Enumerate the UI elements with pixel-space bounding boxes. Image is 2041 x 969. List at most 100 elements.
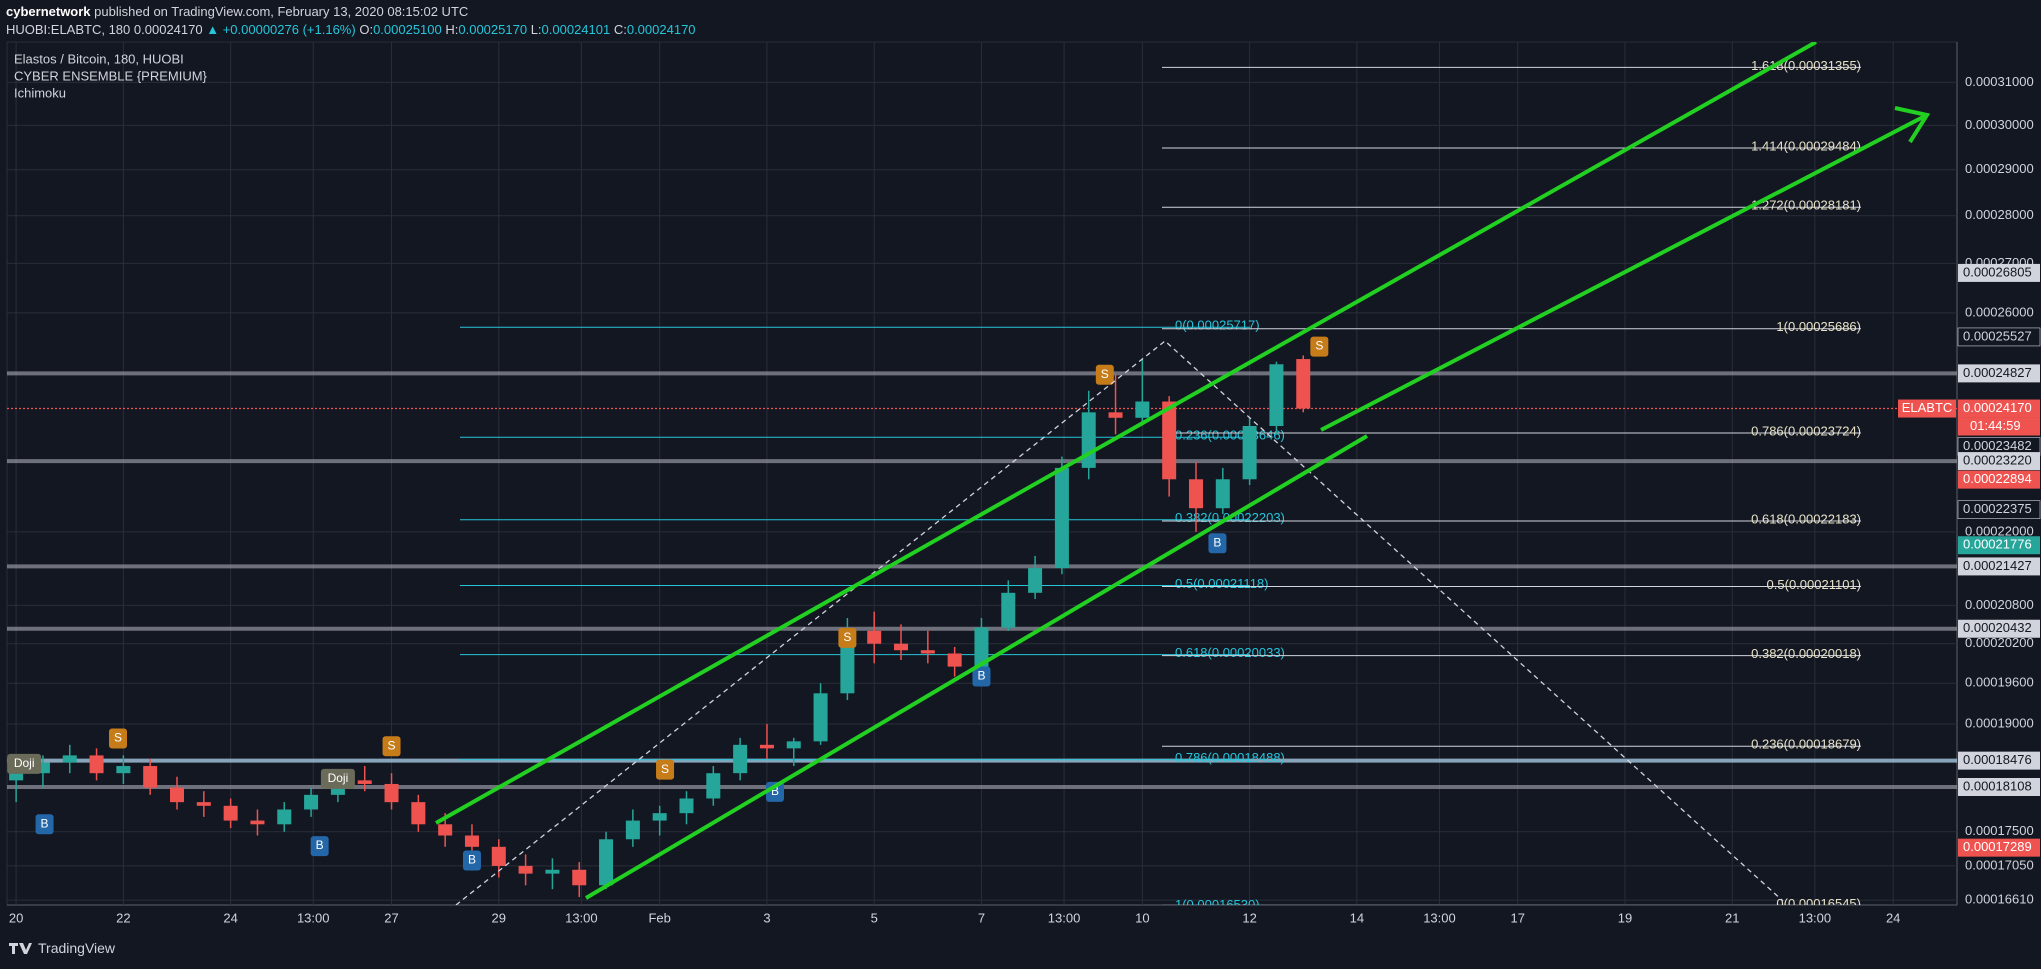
- candle-body: [1135, 401, 1150, 418]
- signal-badge: [382, 736, 401, 757]
- signal-label: S: [388, 738, 396, 752]
- ohlc-key: L:: [530, 22, 542, 37]
- price-badge: [1958, 364, 2040, 383]
- published: published on TradingView.com, February 1…: [94, 4, 469, 19]
- fib-label: 0.382(0.00020018): [1751, 646, 1861, 661]
- candle-body: [759, 744, 774, 749]
- y-tick-label: 0.00016610: [1965, 892, 2034, 907]
- signal-label: S: [1315, 339, 1323, 353]
- fib-label: 1(0.00025686): [1776, 319, 1861, 334]
- signal-label: S: [1101, 367, 1109, 381]
- candle-body: [62, 755, 77, 763]
- arrow-head: [1894, 106, 1931, 144]
- symbol-tag-label: ELABTC: [1902, 400, 1953, 415]
- x-tick-label: 14: [1350, 910, 1364, 925]
- candle-body: [357, 780, 372, 784]
- signal-label: S: [843, 630, 851, 644]
- x-tick-label: 20: [9, 910, 23, 925]
- signal-badge: [7, 753, 42, 774]
- x-tick-label: 29: [492, 910, 506, 925]
- fib-label: 0(0.00025717): [1175, 318, 1260, 333]
- signal-label: Doji: [328, 771, 349, 785]
- countdown-label: 01:44:59: [1970, 418, 2021, 433]
- price-badge: [1958, 452, 2040, 471]
- candle-body: [733, 744, 748, 774]
- logo: [9, 943, 32, 954]
- price-badge-label: 0.00021427: [1963, 558, 2032, 573]
- signal-label: B: [468, 853, 476, 867]
- price-badge: [1958, 536, 2040, 555]
- candle-body: [947, 653, 962, 667]
- candle-body: [974, 627, 989, 667]
- legend-indicator: CYBER ENSEMBLE {PREMIUM}: [14, 68, 208, 83]
- x-tick-label: 24: [223, 910, 237, 925]
- candle-body: [411, 802, 426, 825]
- signal-badge: [462, 850, 481, 871]
- price-badge-label: 0.00024170: [1963, 400, 2032, 415]
- legend-indicator: Ichimoku: [14, 85, 66, 100]
- x-tick-label: 13:00: [1423, 910, 1456, 925]
- x-tick-label: 7: [978, 910, 985, 925]
- symbol: HUOBI:ELABTC, 180: [6, 22, 131, 37]
- price-badge: [1958, 399, 2040, 418]
- change: ▲ +0.00000276 (+1.16%): [206, 22, 356, 37]
- signal-badge: [972, 666, 991, 687]
- candle-body: [1001, 592, 1016, 628]
- price-badge-label: 0.00018476: [1963, 752, 2032, 767]
- signal-label: Doji: [14, 756, 35, 770]
- signal-badge: [838, 627, 857, 648]
- footer: TradingView: [8, 940, 115, 956]
- y-tick-label: 0.00029000: [1965, 161, 2034, 176]
- signal-label: B: [1213, 535, 1221, 549]
- y-tick-label: 0.00019000: [1965, 715, 2034, 730]
- fib-label: 0.5(0.00021101): [1767, 577, 1861, 592]
- candle-body: [867, 630, 882, 644]
- x-tick-label: 13:00: [297, 910, 330, 925]
- candle-body: [1188, 479, 1203, 509]
- signal-label: B: [771, 784, 779, 798]
- price-badge-label: 0.00023482: [1963, 438, 2032, 453]
- price-badge: [1958, 619, 2040, 638]
- publish-line: cybernetwork published on TradingView.co…: [6, 3, 696, 21]
- fib-label: 1.272(0.00028181): [1751, 198, 1861, 213]
- price-badge: [1958, 778, 2040, 797]
- candle-body: [1269, 364, 1284, 427]
- y-tick-label: 0.00017500: [1965, 823, 2034, 838]
- price-badge: [1958, 557, 2040, 576]
- last-price: 0.00024170: [133, 22, 203, 37]
- fib-trend-line: [455, 340, 1784, 905]
- candle-body: [1108, 412, 1123, 418]
- price-badge: [1958, 751, 2040, 770]
- signal-badge: [35, 814, 54, 835]
- candle-body: [1242, 426, 1257, 480]
- signal-badge: [656, 759, 675, 780]
- x-tick-label: 10: [1135, 910, 1149, 925]
- price-badge-label: 0.00023220: [1963, 453, 2032, 468]
- quote-line: HUOBI:ELABTC, 180 0.00024170 ▲ +0.000002…: [6, 21, 696, 39]
- signal-badge: [320, 768, 355, 789]
- price-badge-label: 0.00025527: [1963, 328, 2032, 343]
- x-tick-label: Feb: [648, 910, 670, 925]
- drawings: [435, 42, 1931, 905]
- x-tick-label: 5: [871, 910, 878, 925]
- candle-body: [464, 835, 479, 847]
- candle-body: [679, 798, 694, 814]
- candle-body: [438, 824, 453, 836]
- price-badge-label: 0.00017289: [1963, 839, 2032, 854]
- candle-body: [196, 802, 211, 806]
- price-badge-label: 0.00020432: [1963, 620, 2032, 635]
- candle-body: [1215, 479, 1230, 509]
- chart: 0(0.00025717) 0.236(0.00023646) 0.382(0.00…: [6, 41, 2041, 925]
- signal-badge: [1208, 533, 1227, 554]
- symbol-tag: [1898, 399, 1956, 418]
- candle-body: [277, 809, 292, 825]
- candle-body: [894, 643, 909, 651]
- candle-body: [1296, 359, 1311, 409]
- projection-arrow: [1320, 113, 1928, 432]
- candle-body: [9, 773, 24, 781]
- candle-body: [35, 762, 50, 774]
- candle-body: [143, 766, 158, 788]
- price-badge-label: 0.00024827: [1963, 365, 2032, 380]
- x-tick-label: 13:00: [565, 910, 598, 925]
- signal-label: B: [41, 816, 49, 830]
